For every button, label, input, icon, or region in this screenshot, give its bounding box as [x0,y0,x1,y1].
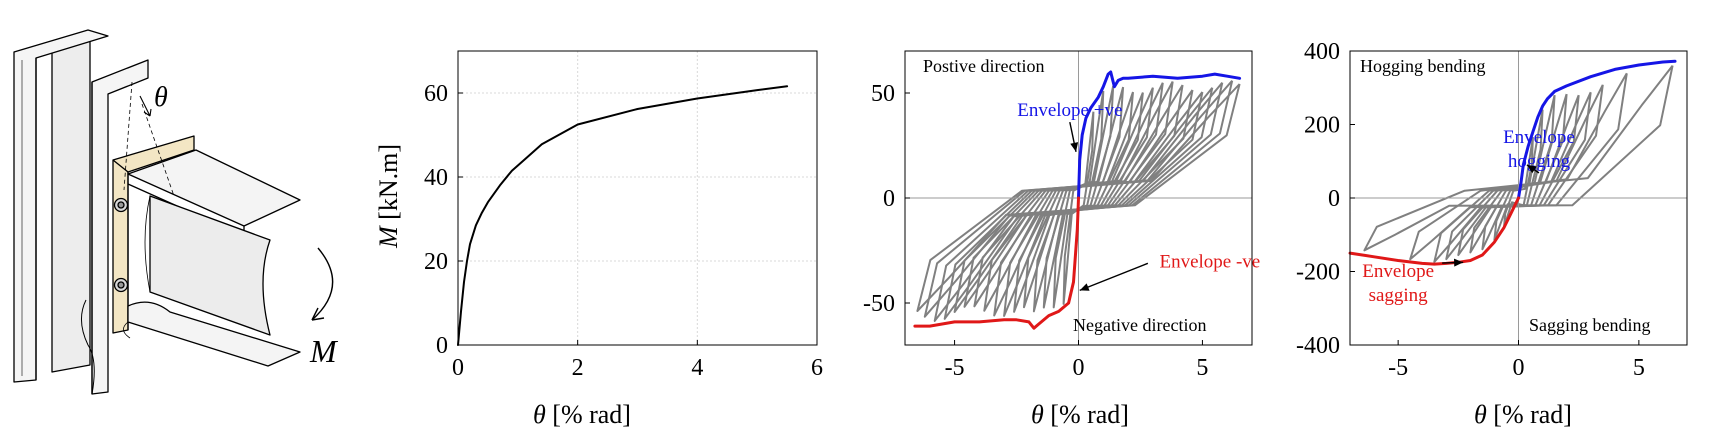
chart2-annotations: Envelope +ve Envelope -ve [1017,100,1260,292]
chart3-cycle-4 [1457,94,1580,257]
chart1-series [457,85,789,346]
chart2-series-envelope-ve [1077,70,1242,200]
chart3-cycles [1363,64,1674,263]
chart3-y-tick-label-2: 0 [1328,186,1340,212]
chart3-cycle-5 [1445,91,1592,261]
column-web [51,39,91,373]
bolt-top [113,197,129,213]
chart2-cycles [916,80,1241,322]
chart1-y-axis-label: M [kN.m] [374,144,403,249]
chart3-annotation-arrowhead-1 [1454,258,1464,267]
chart1-x-axis-label: θ [% rad] [533,400,631,429]
chart2-cycle-10 [963,89,1194,308]
chart1-x-tick-label-3: 6 [811,355,823,381]
chart2-cycle-15 [916,83,1241,312]
chart2-annotation-0: Envelope +ve [1017,100,1122,121]
chart2-annotation-arrowhead-0 [1070,142,1079,152]
chart2-cycle-11 [953,91,1204,313]
chart1-series-0 [457,85,789,346]
chart2-cycle-12 [943,87,1214,320]
connection-schematic [13,29,334,395]
bolt-bottom [113,277,129,293]
chart1-grid [457,51,818,346]
chart2-x-tick-label-1: 0 [1073,355,1085,381]
chart3-annotation-1-line2: sagging [1369,285,1429,306]
chart1-y-tick-label-0: 0 [436,333,448,359]
chart3-y-tick-label-3: 200 [1304,113,1340,139]
chart2-x-axis-label: θ [% rad] [1031,400,1129,429]
chart3-series-envelope-hogging [1517,59,1677,200]
chart2-annotation-arrowhead-1 [1079,283,1090,291]
chart1-y-tick-label-3: 60 [424,81,448,107]
theta-symbol: θ [154,82,168,113]
chart3-annotation-0: Envelope [1503,127,1575,148]
chart3-x-axis-label: θ [% rad] [1474,400,1572,429]
chart2-cycle-13 [933,81,1224,322]
chart2-x-tick-label-2: 5 [1196,355,1208,381]
chart3-annotation-1: Envelope [1362,261,1434,282]
chart2-annotation-arrow-1 [1079,262,1149,292]
chart1-x-tick-label-1: 2 [572,355,584,381]
chart2-annotation-1: Envelope -ve [1159,251,1260,272]
chart2-y-tick-label-1: 0 [883,186,895,212]
chart1-frame [457,50,818,346]
chart3-annotation-0-line2: hogging [1508,151,1571,172]
chart3-x-tick-label-0: -5 [1388,355,1408,381]
chart3-y-tick-label-0: -400 [1296,333,1340,359]
chart3-quadrant-label-bottom: Sagging bending [1529,315,1651,335]
chart2-series-envelope-ve [913,196,1080,330]
chart3-annotations: Envelope hogging Envelope sagging [1362,127,1575,306]
chart3-ticks: -5 0 5 -400 -200 0 200 400 [1296,39,1645,381]
chart3-cycle-8 [1363,64,1674,252]
chart2-y-tick-label-0: -50 [863,291,895,317]
chart1-x-tick-label-0: 0 [452,355,464,381]
chart2-quadrant-label-top: Postive direction [923,56,1044,76]
beam-web [149,195,271,336]
chart3-y-tick-label-1: -200 [1296,260,1340,286]
chart2-y-tick-label-2: 50 [871,81,895,107]
chart2-x-tick-label-0: -5 [945,355,965,381]
beam-top-flange [127,149,301,227]
chart3-annotation-arrowhead-0 [1526,164,1537,174]
moment-arrow [311,247,334,321]
chart2-quadrant-label-bottom: Negative direction [1073,315,1206,335]
chart3-quadrant-label-top: Hogging bending [1360,56,1486,76]
beam-bottom-flange [127,301,301,367]
chart3-x-tick-label-2: 5 [1633,355,1645,381]
chart1-y-tick-label-1: 20 [424,249,448,275]
chart-hysteresis-bending: -5 0 5 -400 -200 0 200 400 Hogging bending Sagg… [1296,39,1688,429]
chart2-cycle-14 [923,80,1234,318]
moment-symbol: M [309,333,339,369]
chart2-series [913,70,1242,330]
chart3-x-tick-label-1: 0 [1513,355,1525,381]
chart3-cycle-6 [1433,84,1604,263]
chart1-y-tick-label-2: 40 [424,165,448,191]
chart1-x-tick-label-2: 4 [691,355,703,381]
chart3-y-tick-label-4: 400 [1304,39,1340,65]
